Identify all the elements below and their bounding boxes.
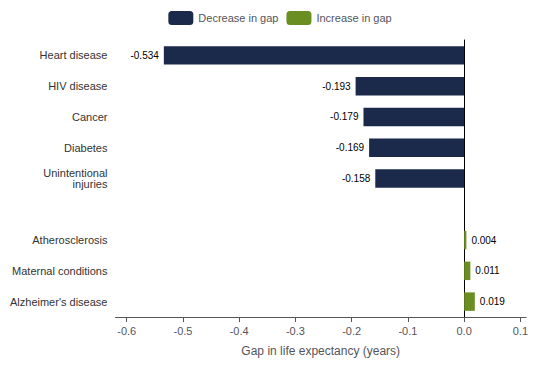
svg-text:Diabetes: Diabetes <box>64 142 108 154</box>
svg-text:-0.3: -0.3 <box>286 325 305 337</box>
svg-text:Unintentional: Unintentional <box>43 167 108 179</box>
svg-text:-0.534: -0.534 <box>130 50 159 61</box>
svg-text:injuries: injuries <box>73 178 108 190</box>
svg-text:Heart disease: Heart disease <box>40 49 108 61</box>
svg-text:0.0: 0.0 <box>456 325 471 337</box>
svg-text:0.011: 0.011 <box>475 265 500 276</box>
svg-text:-0.193: -0.193 <box>322 81 351 92</box>
svg-text:-0.5: -0.5 <box>173 325 192 337</box>
svg-text:Gap in life expectancy (years): Gap in life expectancy (years) <box>241 344 400 358</box>
svg-text:-0.4: -0.4 <box>230 325 249 337</box>
svg-text:Maternal conditions: Maternal conditions <box>12 265 108 277</box>
svg-text:0.004: 0.004 <box>471 235 496 246</box>
svg-text:Increase in gap: Increase in gap <box>316 12 391 24</box>
svg-text:Decrease in gap: Decrease in gap <box>198 12 278 24</box>
svg-text:Cancer: Cancer <box>72 111 108 123</box>
svg-text:-0.6: -0.6 <box>117 325 136 337</box>
svg-text:-0.158: -0.158 <box>342 173 371 184</box>
svg-text:-0.2: -0.2 <box>342 325 361 337</box>
svg-text:-0.1: -0.1 <box>398 325 417 337</box>
svg-text:Atherosclerosis: Atherosclerosis <box>32 234 108 246</box>
svg-text:-0.179: -0.179 <box>330 111 359 122</box>
svg-text:Alzheimer's disease: Alzheimer's disease <box>10 296 107 308</box>
svg-text:HIV disease: HIV disease <box>48 80 107 92</box>
svg-text:-0.169: -0.169 <box>336 142 365 153</box>
svg-text:0.1: 0.1 <box>513 325 528 337</box>
svg-text:0.019: 0.019 <box>480 296 505 307</box>
